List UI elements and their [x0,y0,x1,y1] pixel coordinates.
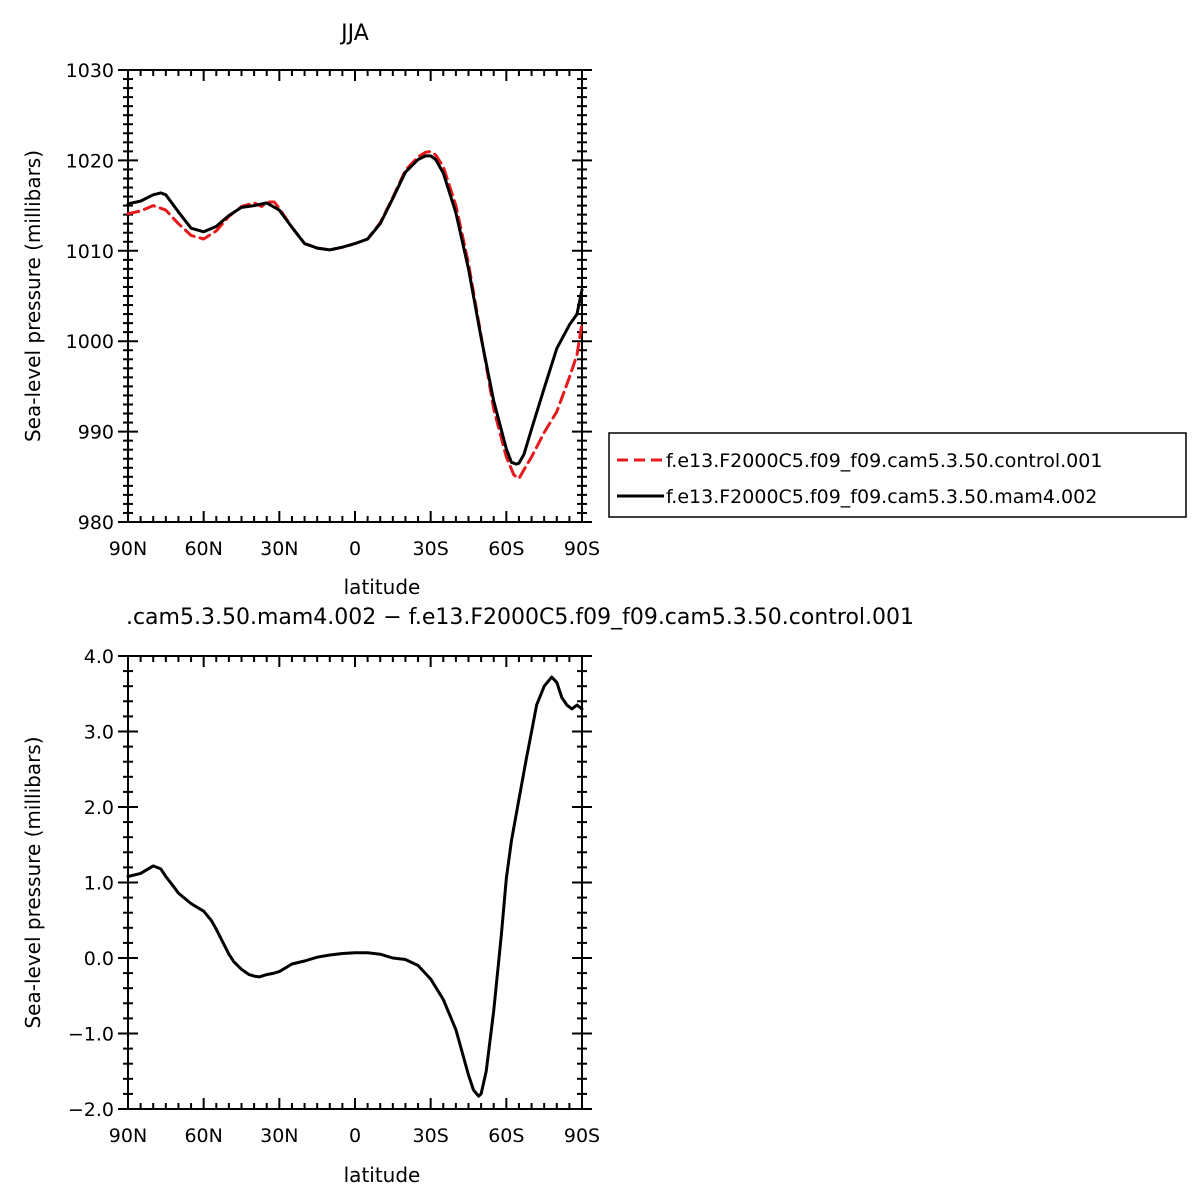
chart-title: JJA [339,21,369,46]
x-axis-title: latitude [344,575,421,599]
y-tick-label: 990 [78,422,114,444]
lower-chart: .cam5.3.50.mam4.002 − f.e13.F2000C5.f09_… [21,605,914,1187]
y-tick-label: 980 [78,512,114,534]
series-line-1 [126,154,584,466]
series-line-0 [126,675,584,1098]
upper-chart: JJA 90N 60N 30N 0 30S 60S 90S 980 990 1000 1010 1020… [21,21,1187,599]
y-axis-title: Sea-level pressure (millibars) [21,736,45,1028]
x-tick-label: 30S [413,538,449,560]
x-tick-label: 60N [184,538,222,560]
series-line-0 [126,149,584,481]
x-tick-label: 30N [260,538,298,560]
x-tick-label: 60S [488,1125,524,1147]
y-tick-label: 1000 [66,331,114,353]
x-tick-label: 60N [184,1125,222,1147]
x-tick-label: 60S [488,538,524,560]
x-tick-label: 30N [260,1125,298,1147]
y-tick-label: 2.0 [84,797,114,819]
y-tick-label: 1.0 [84,873,114,895]
x-tick-label: 30S [413,1125,449,1147]
y-tick-label: −2.0 [68,1099,114,1121]
x-tick-label: 90N [109,538,147,560]
y-tick-label: 1010 [66,241,114,263]
y-tick-label: 4.0 [84,646,114,668]
legend-label-1: f.e13.F2000C5.f09_f09.cam5.3.50.mam4.002 [666,486,1097,508]
x-tick-label: 0 [349,538,361,560]
plot-frame [127,69,583,523]
y-tick-label: 1030 [66,60,114,82]
x-tick-label: 90S [564,1125,600,1147]
y-tick-label: −1.0 [68,1024,114,1046]
y-tick-label: 0.0 [84,948,114,970]
y-tick-label: 3.0 [84,722,114,744]
y-tick-label: 1020 [66,150,114,172]
y-axis-title: Sea-level pressure (millibars) [21,150,45,442]
plot-frame [127,655,583,1110]
x-tick-label: 90S [564,538,600,560]
legend-box [608,432,1187,518]
x-axis-title: latitude [344,1163,421,1187]
x-tick-label: 90N [109,1125,147,1147]
chart-title: .cam5.3.50.mam4.002 − f.e13.F2000C5.f09_… [126,605,914,630]
x-tick-label: 0 [349,1125,361,1147]
legend-label-0: f.e13.F2000C5.f09_f09.cam5.3.50.control.… [666,450,1102,472]
